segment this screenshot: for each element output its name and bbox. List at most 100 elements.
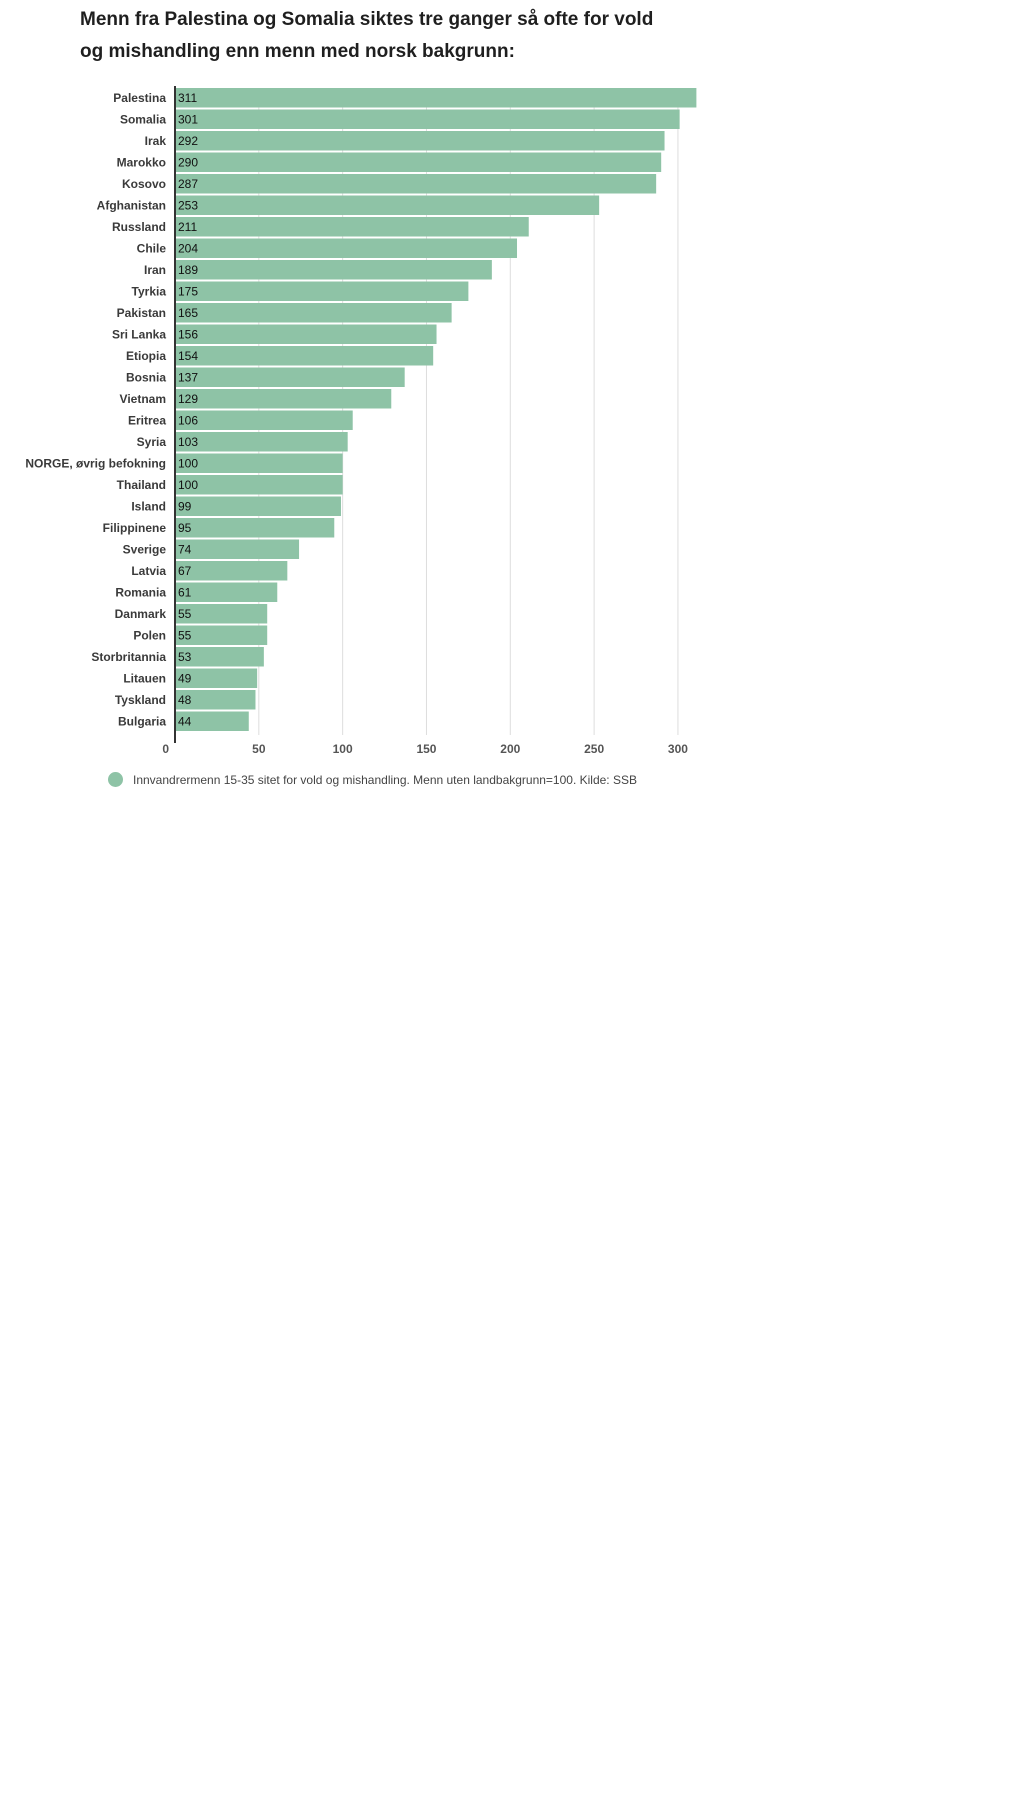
category-label: Tyskland [115, 693, 166, 707]
value-label: 211 [178, 220, 197, 234]
category-label: Iran [144, 263, 166, 277]
value-label: 137 [178, 370, 198, 384]
category-label: Irak [145, 134, 167, 148]
bar [175, 518, 335, 538]
value-label: 156 [178, 327, 198, 341]
value-label: 165 [178, 306, 198, 320]
bar [175, 238, 518, 258]
bar [175, 561, 288, 581]
x-tick-label: 50 [252, 742, 266, 756]
bar [175, 410, 353, 430]
bar [175, 647, 264, 667]
value-label: 311 [178, 91, 197, 105]
value-label: 55 [178, 607, 192, 621]
category-label: Bosnia [126, 370, 166, 384]
bar [175, 281, 469, 301]
value-label: 99 [178, 499, 192, 513]
category-label: Bulgaria [118, 714, 166, 728]
value-label: 61 [178, 585, 192, 599]
bar [175, 367, 405, 387]
category-label: Filippinene [103, 521, 167, 535]
bar [175, 604, 268, 624]
category-label: Thailand [117, 478, 166, 492]
bar [175, 217, 529, 237]
bar [175, 152, 662, 172]
bar [175, 668, 258, 688]
bar [175, 88, 697, 108]
category-label: Chile [137, 241, 167, 255]
value-label: 48 [178, 693, 192, 707]
value-label: 129 [178, 392, 198, 406]
x-tick-label: 200 [500, 742, 520, 756]
value-label: 287 [178, 177, 198, 191]
category-label: Somalia [120, 112, 166, 126]
bar [175, 453, 343, 473]
category-label: Kosovo [122, 177, 166, 191]
bar [175, 582, 278, 602]
bar [175, 174, 657, 194]
x-tick-label: 150 [416, 742, 436, 756]
category-label: Latvia [131, 564, 166, 578]
value-label: 95 [178, 521, 192, 535]
bar [175, 303, 452, 323]
x-tick-label: 300 [668, 742, 688, 756]
category-label: Tyrkia [132, 284, 167, 298]
bar [175, 539, 300, 559]
value-label: 154 [178, 349, 198, 363]
bar [175, 260, 492, 280]
value-label: 53 [178, 650, 192, 664]
value-label: 301 [178, 112, 198, 126]
value-label: 253 [178, 198, 198, 212]
bar [175, 195, 600, 215]
bar [175, 475, 343, 495]
x-tick-label: 100 [333, 742, 353, 756]
value-label: 49 [178, 671, 192, 685]
value-label: 74 [178, 542, 192, 556]
bar [175, 389, 392, 409]
chart-title: Menn fra Palestina og Somalia siktes tre… [80, 9, 654, 62]
bar [175, 109, 680, 129]
category-labels: Palestina Somalia Irak Marokko Kosovo Afghani… [25, 91, 166, 729]
bar [175, 324, 437, 344]
legend-label: Innvandrermenn 15-35 sitet for vold og m… [133, 772, 637, 787]
category-label: Sri Lanka [112, 327, 166, 341]
category-label: NORGE, øvrig befokning [25, 456, 166, 470]
value-label: 292 [178, 134, 198, 148]
category-label: Polen [133, 628, 166, 642]
legend: Innvandrermenn 15-35 sitet for vold og m… [108, 772, 637, 787]
bar [175, 690, 256, 710]
bar [175, 131, 665, 151]
category-label: Romania [115, 585, 166, 599]
value-label: 204 [178, 241, 198, 255]
value-label: 189 [178, 263, 198, 277]
bars [175, 88, 697, 731]
bar [175, 711, 249, 731]
bar [175, 625, 268, 645]
x-tick-labels: 0 50 100 150 200 250 300 [162, 742, 688, 756]
category-label: Syria [137, 435, 167, 449]
legend-swatch [108, 772, 123, 787]
x-tick-label: 0 [162, 742, 169, 756]
category-label: Litauen [123, 671, 166, 685]
category-label: Vietnam [120, 392, 166, 406]
category-label: Island [131, 499, 166, 513]
value-label: 100 [178, 478, 198, 492]
bar [175, 496, 341, 516]
bar [175, 432, 348, 452]
value-label: 55 [178, 628, 192, 642]
value-label: 175 [178, 284, 198, 298]
category-label: Etiopia [126, 349, 166, 363]
value-label: 67 [178, 564, 192, 578]
category-label: Danmark [115, 607, 167, 621]
value-label: 100 [178, 456, 198, 470]
category-label: Sverige [123, 542, 167, 556]
category-label: Eritrea [128, 413, 166, 427]
x-tick-label: 250 [584, 742, 604, 756]
category-label: Russland [112, 220, 166, 234]
category-label: Storbritannia [91, 650, 166, 664]
value-label: 106 [178, 413, 198, 427]
value-label: 103 [178, 435, 198, 449]
category-label: Palestina [113, 91, 166, 105]
bar-chart: Palestina Somalia Irak Marokko Kosovo Afghani… [25, 86, 697, 756]
bar [175, 346, 434, 366]
